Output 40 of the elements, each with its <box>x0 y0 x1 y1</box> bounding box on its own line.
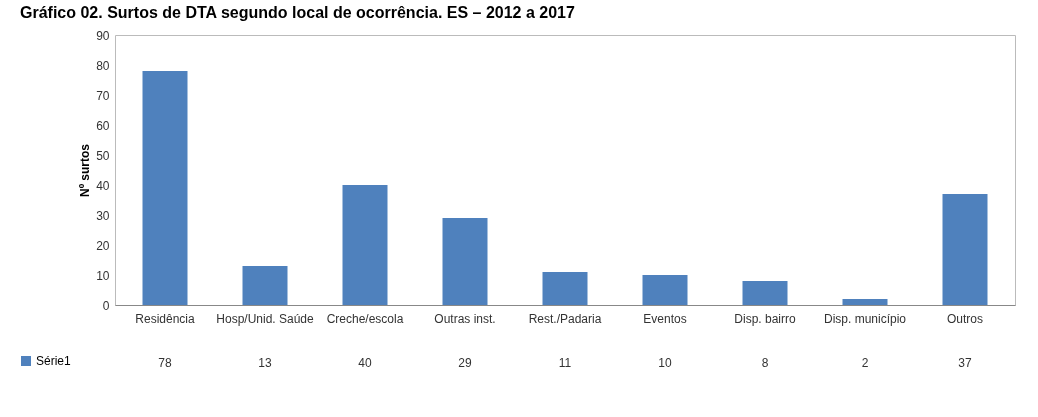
y-tick-label: 0 <box>102 298 110 313</box>
data-label: 78 <box>158 356 172 370</box>
x-tick-label: Hosp/Unid. Saúde <box>216 311 315 326</box>
y-tick-label: 60 <box>96 118 110 133</box>
y-tick-label: 70 <box>96 88 110 103</box>
y-tick-label: 20 <box>96 238 110 253</box>
data-label: 10 <box>658 356 672 370</box>
bar <box>142 71 188 305</box>
x-tick-label: Residência <box>135 311 196 326</box>
data-label: 37 <box>958 356 972 370</box>
x-tick-label: Disp. bairro <box>734 311 796 326</box>
x-tick-label: Rest./Padaria <box>528 311 602 326</box>
data-label: 40 <box>358 356 372 370</box>
bar <box>742 281 788 305</box>
y-axis-title: Nº surtos <box>78 143 93 198</box>
legend-label: Série1 <box>36 354 72 368</box>
data-label: 13 <box>258 356 272 370</box>
data-label: 11 <box>558 356 572 370</box>
data-label: 29 <box>458 356 472 370</box>
x-tick-label: Outras inst. <box>434 311 496 326</box>
y-tick-label: 40 <box>96 178 110 193</box>
x-tick-label: Outros <box>946 311 984 326</box>
y-tick-label: 90 <box>96 28 110 43</box>
data-label: 8 <box>761 356 769 370</box>
y-tick-label: 30 <box>96 208 110 223</box>
bar <box>242 266 288 305</box>
bar <box>542 272 588 305</box>
y-tick-label: 80 <box>96 58 110 73</box>
data-label: 2 <box>861 356 869 370</box>
bar <box>642 275 688 305</box>
y-tick-label: 50 <box>96 148 110 163</box>
bar <box>442 218 488 305</box>
x-tick-label: Disp. município <box>823 311 907 326</box>
bar <box>342 185 388 305</box>
bar <box>942 194 988 305</box>
chart-title: Gráfico 02. Surtos de DTA segundo local de ocorrência. ES – 2012 a 2017 <box>20 4 575 21</box>
x-tick-label: Eventos <box>643 311 687 326</box>
y-tick-label: 10 <box>96 268 110 283</box>
bar <box>842 299 888 305</box>
x-tick-label: Creche/escola <box>326 311 404 326</box>
